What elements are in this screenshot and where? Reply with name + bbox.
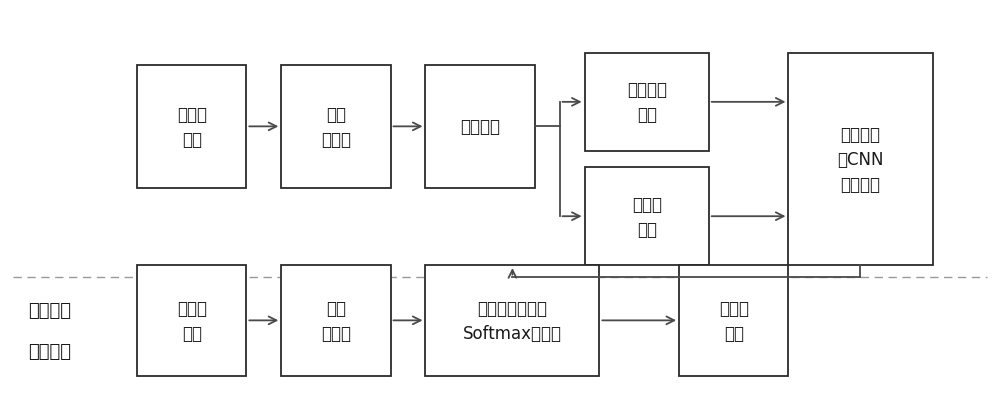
Text: 注意力
网络: 注意力 网络 [632, 195, 662, 238]
Text: 图像
预处理: 图像 预处理 [321, 299, 351, 342]
Bar [281, 266, 391, 375]
Text: 训练过程: 训练过程 [28, 301, 71, 319]
Bar [137, 266, 246, 375]
Text: 提取不同分支的
Softmax层输出: 提取不同分支的 Softmax层输出 [463, 299, 562, 342]
Bar [788, 54, 933, 266]
Bar [281, 66, 391, 188]
Text: 决策级
融合: 决策级 融合 [719, 299, 749, 342]
Text: 数据扩增: 数据扩增 [460, 118, 500, 136]
Bar [679, 266, 788, 375]
Bar [425, 66, 535, 188]
Bar [585, 168, 709, 266]
Text: 测试过程: 测试过程 [28, 342, 71, 360]
Bar [137, 66, 246, 188]
Text: 数据集
划分: 数据集 划分 [177, 106, 207, 149]
Text: 不同分支
的CNN
模型训练: 不同分支 的CNN 模型训练 [837, 126, 884, 194]
Text: 数据集
划分: 数据集 划分 [177, 299, 207, 342]
Bar [585, 54, 709, 152]
Text: 对象检测
网络: 对象检测 网络 [627, 81, 667, 124]
Text: 图像
预处理: 图像 预处理 [321, 106, 351, 149]
Bar [425, 266, 599, 375]
